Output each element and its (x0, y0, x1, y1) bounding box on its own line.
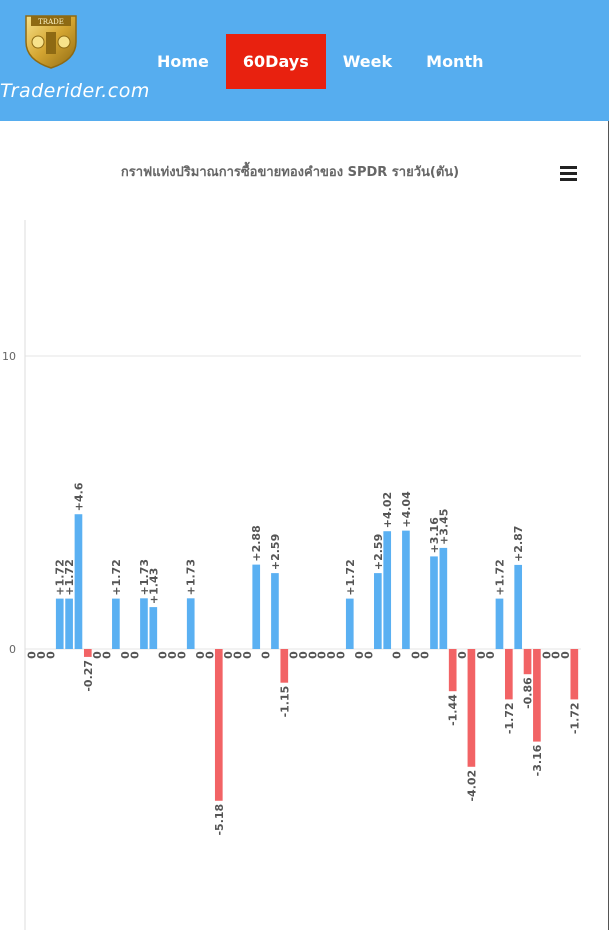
data-label: +2.59 (269, 534, 282, 570)
bar (514, 564, 523, 649)
data-label: +2.88 (250, 525, 263, 561)
data-label: +3.45 (437, 509, 450, 545)
data-label: 0 (101, 651, 114, 659)
data-label: +1.73 (138, 559, 151, 595)
hamburger-menu-icon[interactable] (560, 166, 578, 184)
data-label: 0 (391, 651, 404, 659)
data-label: 0 (325, 651, 338, 659)
nav-home[interactable]: Home (157, 52, 209, 71)
bar (149, 607, 158, 649)
data-label: 0 (306, 651, 319, 659)
bar (467, 649, 476, 767)
data-label: 0 (166, 651, 179, 659)
bar (74, 514, 83, 649)
bar (448, 649, 457, 692)
bar (504, 649, 513, 700)
data-label: +2.59 (372, 534, 385, 570)
data-label: 0 (44, 651, 57, 659)
bar (271, 573, 279, 649)
data-label: 0 (26, 651, 39, 659)
bar (252, 564, 261, 649)
data-label: 0 (194, 651, 207, 659)
data-label: 0 (157, 651, 170, 659)
bar (55, 598, 64, 649)
bar (140, 598, 148, 649)
data-label: -1.44 (447, 694, 460, 726)
data-label: 0 (550, 651, 563, 659)
data-label: 0 (334, 651, 347, 659)
data-label: +4.6 (72, 482, 85, 511)
data-label: 0 (232, 651, 245, 659)
nav-week[interactable]: Week (342, 52, 393, 71)
data-label: 0 (559, 651, 572, 659)
data-label: 0 (175, 651, 188, 659)
data-label: +1.72 (63, 559, 76, 595)
data-label: 0 (456, 651, 469, 659)
bar (383, 531, 392, 649)
data-label: +2.87 (512, 526, 525, 562)
data-label: +4.02 (381, 492, 394, 528)
bar (570, 649, 579, 700)
data-label: -1.72 (568, 702, 581, 734)
bar (112, 598, 120, 649)
data-label: 0 (91, 651, 104, 659)
data-label: +1.43 (147, 568, 160, 604)
data-label: +3.16 (428, 517, 441, 554)
data-label: 0 (475, 651, 488, 659)
bar (280, 649, 289, 683)
data-label: +1.72 (110, 559, 123, 595)
data-label: -5.18 (213, 804, 226, 836)
nav-60days[interactable]: 60Days (225, 34, 326, 89)
nav-month[interactable]: Month (426, 52, 484, 71)
data-label: 0 (409, 651, 422, 659)
data-label: 0 (260, 651, 273, 659)
main-nav: Home 60Days Week Month (140, 34, 500, 89)
data-label: +1.72 (54, 559, 67, 595)
data-label: 0 (540, 651, 553, 659)
brand-name[interactable]: Traderider.com (0, 80, 150, 102)
data-label: 0 (119, 651, 132, 659)
data-label: 0 (353, 651, 366, 659)
bar (495, 598, 504, 649)
data-label: +1.72 (344, 559, 357, 595)
data-label: -0.27 (82, 660, 95, 692)
logo-text: TRADE (38, 18, 64, 26)
bar (374, 573, 382, 649)
data-label: +4.04 (400, 491, 413, 528)
bar (439, 547, 448, 649)
data-label: -3.16 (531, 744, 544, 776)
data-label: 0 (288, 651, 301, 659)
data-label: -0.86 (522, 677, 535, 709)
data-label: 0 (35, 651, 48, 659)
bar (345, 598, 354, 649)
data-label: 0 (297, 651, 310, 659)
bar-chart: 100 000+1.72+1.72+4.6-0.2700+1.7200+1.73+… (2, 220, 581, 930)
bar (523, 649, 532, 675)
bar (65, 598, 73, 649)
data-label: 0 (316, 651, 329, 659)
data-label: 0 (203, 651, 216, 659)
y-tick-label: 0 (9, 643, 16, 656)
site-header: TRADE Traderider.com Home 60Days Week Mo… (0, 0, 609, 121)
trade-logo-icon[interactable]: TRADE (22, 12, 80, 70)
bar (430, 556, 438, 649)
data-label: 0 (419, 651, 432, 659)
data-label: 0 (222, 651, 235, 659)
bar (533, 649, 541, 742)
data-label: 0 (241, 651, 254, 659)
data-label: 0 (362, 651, 375, 659)
data-label: -4.02 (465, 770, 478, 802)
bar (83, 649, 92, 657)
data-label: -1.72 (503, 702, 516, 734)
data-label: +1.72 (493, 559, 506, 595)
data-label: +1.73 (185, 559, 198, 595)
y-tick-label: 10 (2, 350, 16, 363)
data-label: 0 (484, 651, 497, 659)
bar (186, 598, 195, 649)
chart-title: กราฟแท่งปริมาณการซื้อขายทองคำของ SPDR รา… (120, 165, 460, 180)
data-label: -1.15 (278, 686, 291, 718)
bar (214, 649, 223, 801)
bar (402, 530, 410, 649)
data-label: 0 (129, 651, 142, 659)
